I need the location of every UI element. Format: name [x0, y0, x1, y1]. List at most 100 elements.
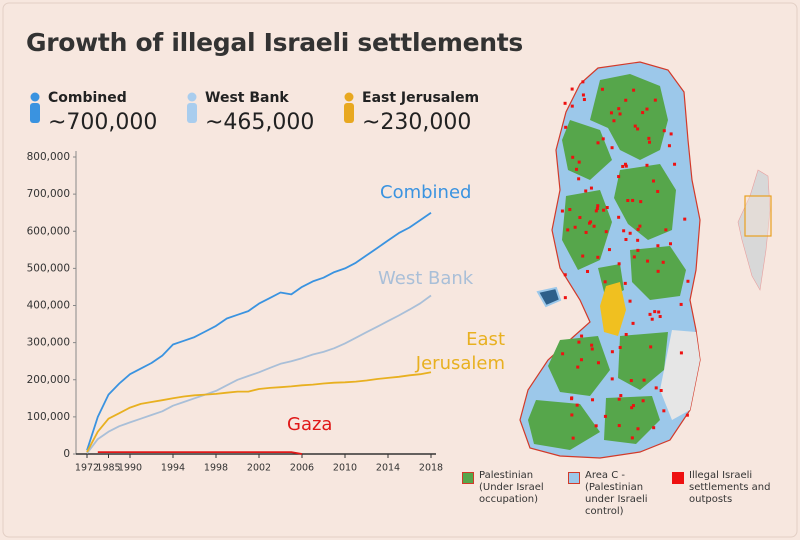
settlement-dot [579, 358, 583, 362]
settlement-dot [571, 155, 575, 159]
settlement-dot [624, 333, 628, 337]
settlement-dot [621, 164, 625, 168]
settlement-dot [586, 269, 590, 273]
settlement-dot [647, 136, 651, 140]
settlement-dot [636, 427, 640, 431]
settlement-dot [661, 260, 665, 264]
legend-label: Illegal Israeli settlements and outposts [689, 470, 771, 505]
settlement-dot [667, 144, 671, 148]
settlement-dot [659, 389, 663, 393]
settlement-dot [626, 199, 630, 203]
settlement-dot [641, 399, 645, 403]
settlement-dot [595, 206, 599, 210]
settlement-dot [594, 424, 598, 428]
y-tick-label: 300,000 [27, 337, 70, 349]
settlement-dot [570, 413, 574, 417]
settlement-dot [669, 132, 673, 136]
settlement-dot [632, 88, 636, 92]
y-tick-label: 500,000 [27, 262, 70, 274]
person-icon [187, 92, 197, 123]
settlement-dot [571, 436, 575, 440]
settlement-dot [641, 111, 645, 115]
settlement-dot [654, 386, 658, 390]
settlement-dot [582, 98, 586, 102]
x-tick-label: 2002 [247, 463, 271, 474]
settlement-dot [589, 186, 593, 190]
settlement-dot [596, 255, 600, 259]
settlement-dot [673, 162, 677, 166]
settlement-dot [601, 137, 605, 141]
settlement-dot [612, 119, 616, 123]
x-tick-label: 1994 [161, 463, 185, 474]
y-tick-label: 800,000 [27, 151, 70, 163]
settlement-dot [594, 209, 598, 213]
stat-label: East Jerusalem [362, 90, 480, 106]
settlement-dot [581, 80, 585, 84]
settlement-dot [570, 104, 574, 108]
settlement-dot [560, 209, 564, 213]
settlement-dot [561, 352, 565, 356]
map [519, 61, 772, 459]
y-tick-label: 600,000 [27, 225, 70, 237]
x-tick-label: 2018 [419, 463, 443, 474]
settlement-dot [636, 127, 640, 131]
settlement-dot [617, 215, 621, 219]
settlement-dot [617, 107, 621, 111]
settlement-dot [656, 269, 660, 273]
settlement-dot [664, 228, 668, 232]
series-line [97, 451, 303, 455]
y-tick-label: 400,000 [27, 300, 70, 312]
series-label: Combined [380, 182, 472, 203]
settlement-dot [650, 317, 654, 321]
x-tick-label: 1990 [118, 463, 142, 474]
settlement-dot [646, 259, 650, 263]
settlement-dot [649, 345, 653, 349]
stat-value: ~465,000 [205, 110, 315, 135]
settlement-dot [656, 244, 660, 248]
settlement-dot [575, 403, 579, 407]
settlement-dot [638, 224, 642, 228]
settlement-dot [624, 237, 628, 241]
settlement-dot [589, 220, 593, 224]
y-tick-label: 0 [63, 448, 70, 460]
x-tick-label: 1998 [204, 463, 228, 474]
x-tick-label: 1972 [75, 463, 99, 474]
settlement-dot [617, 424, 621, 428]
settlement-dot [645, 163, 649, 167]
x-tick-label: 2006 [290, 463, 314, 474]
settlement-dot [630, 406, 634, 410]
settlement-dot [607, 248, 611, 252]
y-tick-label: 100,000 [27, 411, 70, 423]
settlement-dot [685, 413, 689, 417]
x-tick-label: 2014 [376, 463, 400, 474]
settlement-dot [576, 365, 580, 369]
person-icon [30, 92, 40, 123]
settlement-dot [668, 242, 672, 246]
stat-label: Combined [48, 90, 127, 106]
settlement-dot [648, 312, 652, 316]
settlement-dot [652, 426, 656, 430]
settlement-dot [602, 208, 606, 212]
settlement-dot [657, 310, 661, 314]
settlement-dot [610, 146, 614, 150]
settlement-dot [603, 280, 607, 284]
x-tick-label: 2010 [333, 463, 357, 474]
series-line [86, 211, 432, 451]
settlement-dot [619, 394, 623, 398]
settlement-dot [578, 216, 582, 219]
settlement-dot [628, 299, 632, 303]
settlement-dot [603, 414, 607, 418]
settlement-dot [639, 200, 643, 204]
settlement-dot [653, 310, 657, 314]
settlement-dot [624, 164, 628, 168]
y-tick-label: 700,000 [27, 188, 70, 200]
settlement-dot [596, 141, 600, 145]
settlement-dot [581, 93, 585, 97]
legend-swatch [672, 472, 684, 484]
settlement-dot [617, 175, 621, 179]
settlement-dot [642, 378, 646, 382]
settlement-dot [686, 279, 690, 283]
settlement-dot [652, 179, 656, 183]
